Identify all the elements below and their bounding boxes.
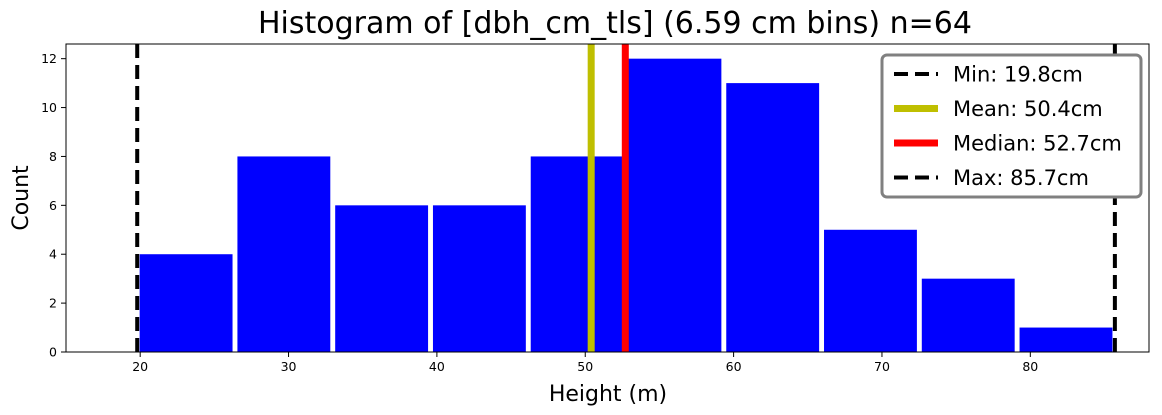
y-tick-label: 10	[41, 100, 57, 115]
y-tick-label: 8	[49, 149, 57, 164]
legend-label-2: Mean: 50.4cm	[953, 97, 1103, 121]
legend-box	[880, 53, 1143, 199]
x-tick-label: 70	[874, 359, 890, 374]
y-tick-label: 4	[49, 247, 57, 262]
y-tick-label: 2	[49, 296, 57, 311]
legend-label-1: Min: 19.8cm	[953, 63, 1083, 87]
legend-label-4: Max: 85.7cm	[953, 166, 1089, 190]
x-tick-label: 80	[1022, 359, 1038, 374]
x-tick-label: 20	[132, 359, 148, 374]
y-tick-label: 0	[49, 345, 57, 360]
x-tick-label: 40	[429, 359, 445, 374]
histogram-bar-4	[432, 205, 526, 352]
chart-title: Histogram of [dbh_cm_tls] (6.59 cm bins)…	[258, 6, 972, 41]
histogram-bar-5	[530, 156, 624, 352]
plot-frame	[65, 43, 1150, 353]
x-axis-label: Height (m)	[549, 382, 667, 407]
y-axis-label: Count	[9, 165, 34, 231]
x-tick-label: 60	[726, 359, 742, 374]
histogram-bar-7	[726, 83, 820, 352]
y-tick-label: 6	[49, 198, 57, 213]
histogram-bar-10	[1019, 327, 1113, 352]
histogram-bar-3	[335, 205, 429, 352]
histogram-bar-2	[237, 156, 331, 352]
histogram-bar-6	[628, 58, 722, 353]
x-tick-label: 30	[281, 359, 297, 374]
histogram-bar-8	[824, 229, 917, 352]
histogram-bar-9	[921, 278, 1015, 352]
x-tick-label: 50	[577, 359, 593, 374]
legend: Min: 19.8cm Mean: 50.4cm Median: 52.7cm Max…	[880, 53, 1143, 199]
legend-label-3: Median: 52.7cm	[953, 132, 1122, 156]
histogram-bar-1	[139, 254, 233, 352]
y-tick-label: 12	[41, 51, 57, 66]
